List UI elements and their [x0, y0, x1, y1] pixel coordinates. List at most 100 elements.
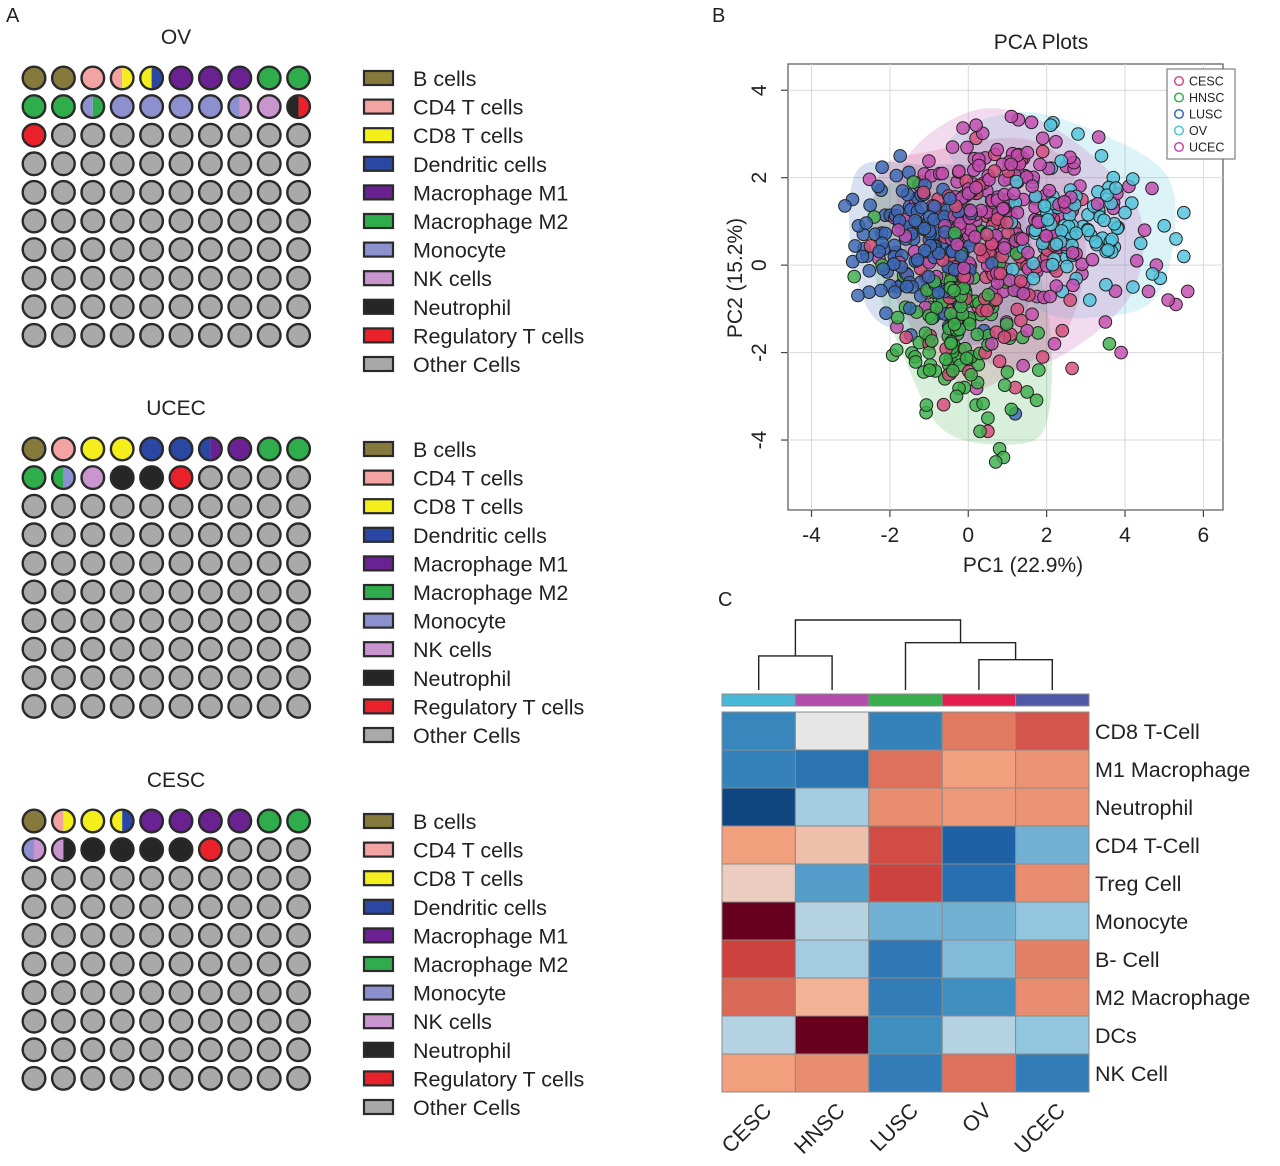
- pca-point-ucec: [956, 121, 970, 135]
- legend-item-other: Other Cells: [362, 724, 521, 748]
- waffle-cell: [21, 550, 47, 576]
- panel-b-label: B: [712, 5, 725, 27]
- pca-point-ucec: [1108, 284, 1123, 299]
- waffle-cell: [168, 1008, 194, 1034]
- waffle-cell: [109, 1065, 135, 1091]
- heatmap-cell: [721, 939, 796, 979]
- heatmap-cell: [868, 749, 943, 789]
- heatmap-row-label: Neutrophil: [1095, 796, 1193, 820]
- heatmap-cell: [721, 825, 796, 865]
- legend-swatch: [362, 1013, 395, 1030]
- pca-point-ucec: [1098, 315, 1113, 329]
- waffle-cell: [286, 322, 312, 348]
- waffle-cell: [109, 493, 135, 519]
- heatmap-cell: [721, 1015, 796, 1055]
- pca-y-tick-label: 0: [748, 259, 771, 271]
- legend-swatch: [362, 327, 395, 344]
- pca-x-tick-label: -4: [802, 524, 821, 547]
- pca-point-lusc: [932, 246, 946, 260]
- pca-point-ucec: [1091, 130, 1106, 144]
- heatmap-cell: [794, 901, 870, 941]
- waffle-cell: [227, 208, 253, 234]
- legend-label: Neutrophil: [413, 296, 511, 320]
- waffle-cell: [256, 1008, 282, 1034]
- heatmap-cell: [1015, 1053, 1090, 1093]
- waffle-cell: [197, 922, 223, 948]
- waffle-cell: [227, 894, 253, 920]
- waffle-cell: [21, 636, 47, 662]
- waffle-cell: [197, 265, 223, 291]
- heatmap-cell: [941, 863, 1017, 903]
- waffle-cell: [139, 837, 165, 863]
- waffle-cell: [109, 1037, 135, 1063]
- heatmap-cell: [1015, 787, 1090, 827]
- waffle-cell: [80, 837, 106, 863]
- waffle-cell: [80, 322, 106, 348]
- waffle-cell: [197, 980, 223, 1006]
- legend-item-m2: Macrophage M2: [362, 210, 568, 234]
- waffle-cell: [256, 94, 282, 120]
- legend-swatch: [362, 898, 395, 915]
- waffle-cell: [109, 208, 135, 234]
- waffle-cell: [80, 493, 106, 519]
- column-color-swatch: [941, 693, 1017, 707]
- pca-point-lusc: [874, 283, 888, 298]
- pca-point-ucec: [1039, 229, 1053, 243]
- waffle-cell: [50, 693, 76, 719]
- waffle-cell: [168, 122, 194, 148]
- legend-swatch: [362, 812, 395, 830]
- waffle-ucec: UCEC B cells CD4 T cells CD8 T cells Dendrit…: [21, 397, 584, 748]
- pca-point-lusc: [838, 199, 852, 213]
- legend-swatch: [362, 1041, 395, 1058]
- dendrogram-branch: [758, 655, 833, 690]
- waffle-cell: [168, 65, 194, 91]
- waffle-cell: [50, 294, 76, 320]
- legend-swatch: [362, 98, 395, 115]
- pca-point-ov: [1097, 213, 1111, 228]
- pca-point-lusc: [917, 221, 932, 236]
- dendrogram-branch: [794, 619, 962, 656]
- legend-label: Macrophage M2: [413, 210, 568, 234]
- legend-label: Regulatory T cells: [413, 695, 584, 719]
- waffle-cell: [286, 608, 312, 634]
- waffle-cell: [21, 894, 47, 920]
- waffle-cell: [139, 1037, 165, 1063]
- pca-point-ov: [1126, 172, 1140, 186]
- pca-point-ucec: [969, 118, 983, 132]
- pca-point-ucec: [963, 203, 978, 218]
- heatmap-cell: [721, 863, 796, 903]
- pca-point-hnsc: [1029, 393, 1044, 408]
- legend-label: Other Cells: [413, 353, 521, 377]
- pca-point-ov: [1026, 271, 1041, 286]
- pca-point-lusc: [954, 249, 969, 263]
- heatmap-cell: [794, 1015, 870, 1055]
- pca-point-hnsc: [1102, 337, 1117, 351]
- heatmap-column-label: OV: [957, 1098, 996, 1137]
- waffle-cell: [109, 436, 135, 462]
- waffle-cell: [109, 922, 135, 948]
- pca-point-cesc: [1065, 361, 1079, 376]
- pca-legend-label: CESC: [1189, 75, 1224, 89]
- waffle-cell: [286, 237, 312, 263]
- waffle-cell: [227, 865, 253, 891]
- legend-swatch: [362, 984, 395, 1001]
- waffle-cell: [286, 1037, 312, 1063]
- waffle-cell: [139, 522, 165, 548]
- waffle-cell: [139, 808, 165, 834]
- waffle-cell: [197, 151, 223, 177]
- pca-point-ov: [1100, 188, 1114, 202]
- waffle-cell: [227, 693, 253, 719]
- waffle-cell: [286, 179, 312, 205]
- pca-point-ucec: [1137, 223, 1152, 237]
- waffle-cell: [139, 550, 165, 576]
- legend-swatch: [362, 469, 395, 486]
- legend-label: Macrophage M1: [413, 181, 568, 205]
- pca-x-tick-label: -2: [881, 524, 900, 547]
- pca-point-cesc: [936, 397, 951, 412]
- waffle-cell: [197, 579, 223, 605]
- waffle-cell: [227, 436, 253, 462]
- pca-point-cesc: [1063, 293, 1077, 307]
- heatmap-cell: [941, 749, 1017, 789]
- waffle-cell: [139, 122, 165, 148]
- dendrogram-branch: [978, 659, 1053, 690]
